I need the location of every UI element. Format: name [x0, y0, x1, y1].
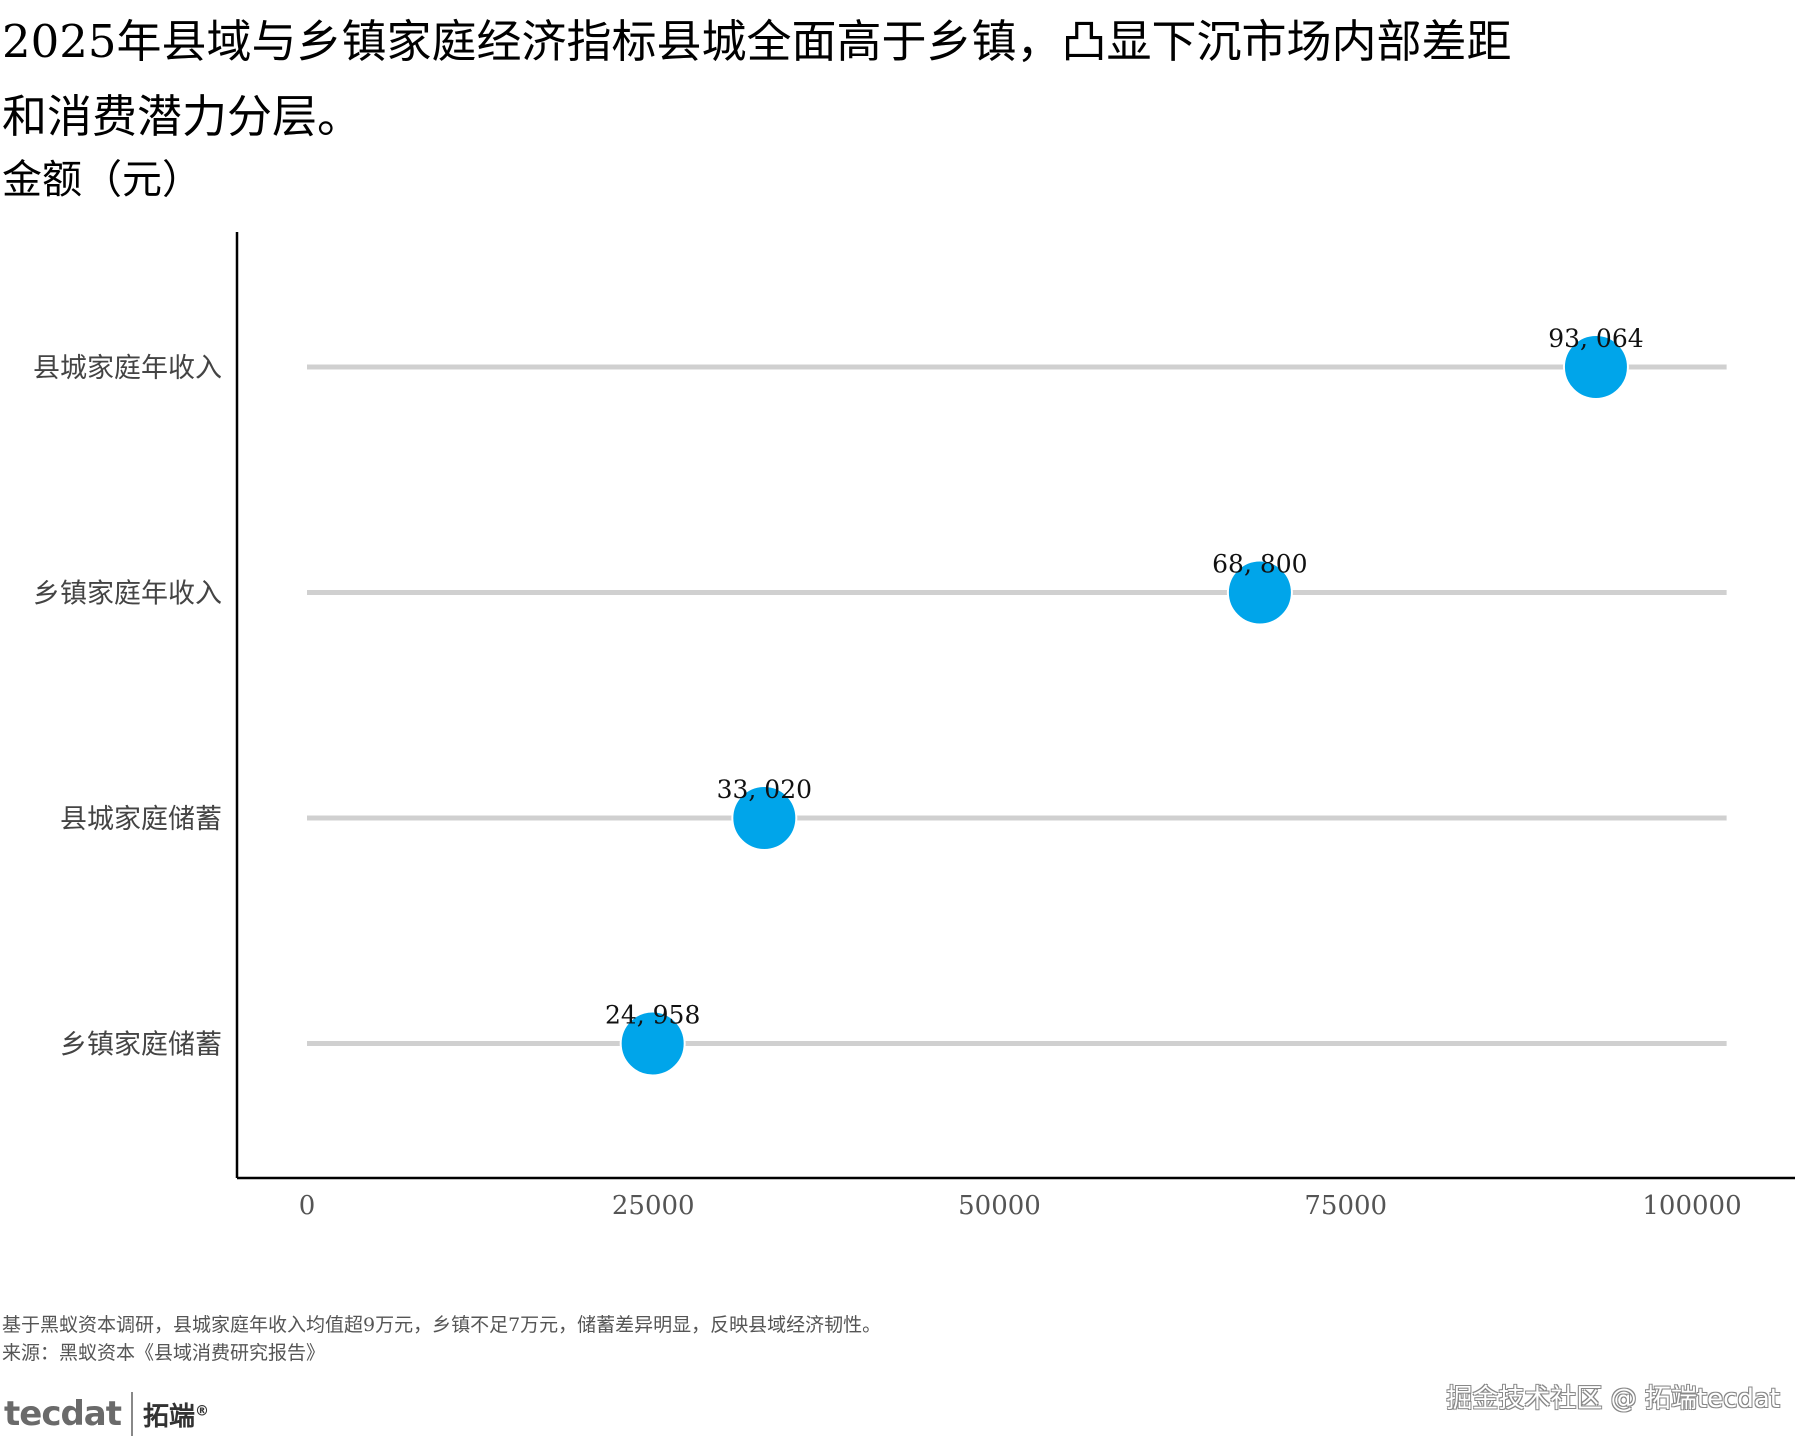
logo-registered-mark: ®: [195, 1402, 210, 1419]
chart-title: 2025年县域与乡镇家庭经济指标县城全面高于乡镇，凸显下沉市场内部差距和消费潜力…: [2, 15, 1512, 143]
x-tick-labels: 0 25000 50000 75000 100000: [299, 1191, 1742, 1221]
logo-name-text: 拓端: [143, 1401, 196, 1432]
data-point: [619, 1010, 686, 1077]
data-labels: 93, 064 68, 800 33, 020 24, 958: [605, 324, 1644, 1030]
data-label: 68, 800: [1212, 550, 1307, 579]
data-label: 93, 064: [1548, 324, 1643, 353]
category-label: 乡镇家庭储蓄: [60, 1030, 222, 1061]
logo-divider: [131, 1392, 134, 1436]
logo-name: 拓端®: [143, 1396, 209, 1433]
axes: [235, 232, 1795, 1180]
chart-caption: 基于黑蚁资本调研，县城家庭年收入均值超9万元，乡镇不足7万元，储蓄差异明显，反映…: [2, 1311, 881, 1367]
data-point: [1226, 559, 1293, 626]
logo-mark: tecdat: [4, 1394, 122, 1434]
caption-note: 基于黑蚁资本调研，县城家庭年收入均值超9万元，乡镇不足7万元，储蓄差异明显，反映…: [2, 1314, 882, 1336]
caption-source: 来源：黑蚁资本《县域消费研究报告》: [2, 1342, 326, 1364]
category-label: 县城家庭储蓄: [60, 804, 222, 835]
x-tick-label: 25000: [612, 1191, 695, 1221]
data-label: 33, 020: [717, 775, 812, 804]
data-label: 24, 958: [605, 1001, 700, 1030]
tecdat-logo: tecdat 拓端®: [4, 1385, 209, 1443]
data-point: [1562, 334, 1629, 400]
data-point: [731, 785, 798, 851]
category-label: 乡镇家庭年收入: [33, 579, 222, 610]
y-axis-unit-label: 金额（元）: [2, 157, 202, 203]
track-lines: [307, 364, 1727, 1046]
data-points: [619, 334, 1629, 1077]
x-tick-label: 100000: [1642, 1191, 1741, 1221]
x-tick-label: 75000: [1304, 1191, 1387, 1221]
x-tick-label: 0: [299, 1191, 316, 1221]
category-label: 县城家庭年收入: [33, 353, 222, 384]
x-tick-label: 50000: [958, 1191, 1041, 1221]
watermark: 掘金技术社区 @ 拓端tecdat: [1446, 1384, 1780, 1414]
